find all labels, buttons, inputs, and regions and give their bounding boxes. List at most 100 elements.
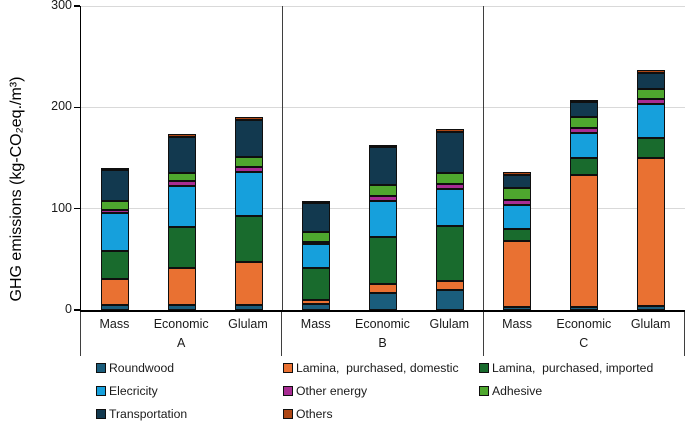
- legend-label: Elecricity: [109, 384, 158, 398]
- bar-segment-elecricity: [100, 212, 129, 252]
- legend-swatch: [283, 386, 293, 396]
- bar-segment-lamina-purchased-imported: [570, 158, 599, 176]
- bar-segment-other-energy: [637, 99, 666, 105]
- bar-B-Glulam: [436, 128, 465, 310]
- bar-segment-others: [100, 168, 129, 171]
- legend-item: Lamina, purchased, domestic: [283, 361, 479, 375]
- bar-segment-lamina-purchased-domestic: [167, 268, 196, 305]
- category-label: Economic: [355, 317, 410, 331]
- legend-item: Transportation: [96, 407, 283, 421]
- group-separator: [483, 6, 485, 310]
- category-label-row: Mass Economic Glulam: [81, 312, 281, 331]
- bar-segment-others: [570, 100, 599, 103]
- bar-segment-lamina-purchased-domestic: [637, 158, 666, 306]
- legend-label: Adhesive: [492, 384, 543, 398]
- legend-swatch: [96, 363, 106, 373]
- bar-C-Economic: [570, 100, 599, 310]
- bar-segment-others: [436, 128, 465, 132]
- category-label: Glulam: [228, 317, 268, 331]
- bar-segment-adhesive: [503, 188, 532, 200]
- bar-segment-lamina-purchased-domestic: [503, 241, 532, 307]
- bar-segment-adhesive: [570, 116, 599, 128]
- legend-label: Roundwood: [109, 361, 175, 375]
- bar-segment-roundwood: [167, 304, 196, 310]
- bar-segment-other-energy: [570, 127, 599, 133]
- category-label: Economic: [556, 317, 612, 331]
- legend-swatch: [96, 386, 106, 396]
- y-tick-label: 100: [51, 200, 72, 215]
- bar-segment-transportation: [637, 72, 666, 90]
- y-tick-label: 300: [51, 0, 72, 12]
- bar-segment-elecricity: [167, 186, 196, 227]
- bar-segment-adhesive: [234, 157, 263, 168]
- bar-C-Glulam: [637, 69, 666, 310]
- legend-item: Adhesive: [479, 384, 681, 398]
- category-label-row: Mass Economic Glulam: [484, 312, 684, 331]
- bar-segment-adhesive: [100, 200, 129, 210]
- bar-segment-lamina-purchased-imported: [234, 215, 263, 263]
- bar-segment-other-energy: [100, 209, 129, 213]
- legend-label: Lamina, purchased, domestic: [296, 361, 459, 375]
- legend-label: Other energy: [296, 384, 368, 398]
- bar-segment-lamina-purchased-imported: [637, 137, 666, 159]
- bar-A-Glulam: [234, 116, 263, 310]
- x-axis-group-B: Mass Economic Glulam B: [282, 312, 484, 356]
- bar-segment-other-energy: [301, 242, 330, 245]
- bar-segment-elecricity: [369, 200, 397, 238]
- category-label: Mass: [99, 317, 130, 331]
- bar-segment-adhesive: [167, 173, 196, 182]
- group-separator: [281, 6, 283, 310]
- y-tick-mark: [74, 106, 80, 109]
- legend-swatch: [96, 409, 106, 419]
- group-label: C: [579, 336, 589, 350]
- y-axis-title: GHG emissions (kg-CO₂eq./m³): [8, 76, 25, 302]
- bar-segment-transportation: [369, 146, 397, 186]
- bar-segment-transportation: [570, 102, 599, 117]
- bar-segment-roundwood: [436, 289, 465, 310]
- bar-B-Economic: [369, 144, 397, 310]
- legend-label: Lamina, purchased, imported: [492, 361, 654, 375]
- legend-item: Other energy: [283, 384, 479, 398]
- bar-segment-adhesive: [301, 232, 330, 243]
- bar-segment-others: [167, 133, 196, 137]
- bar-segment-roundwood: [234, 304, 263, 310]
- category-label-row: Mass Economic Glulam: [282, 312, 482, 331]
- bar-segment-adhesive: [637, 89, 666, 100]
- bar-segment-transportation: [234, 119, 263, 158]
- bar-segment-transportation: [167, 136, 196, 174]
- bar-segment-lamina-purchased-imported: [100, 251, 129, 279]
- gridline: [81, 106, 685, 108]
- plot-area: [80, 5, 685, 312]
- bar-segment-elecricity: [436, 189, 465, 226]
- bar-segment-elecricity: [234, 172, 263, 216]
- x-axis-group-A: Mass Economic Glulam A: [81, 312, 283, 356]
- bar-segment-other-energy: [234, 167, 263, 173]
- category-label: Glulam: [429, 317, 470, 331]
- bar-segment-elecricity: [503, 204, 532, 229]
- bar-segment-transportation: [301, 202, 330, 233]
- bar-segment-others: [503, 172, 532, 176]
- legend-item: Lamina, purchased, imported: [479, 361, 681, 375]
- legend-label: Others: [296, 407, 333, 421]
- bar-segment-adhesive: [369, 185, 397, 196]
- gridline: [81, 5, 685, 7]
- category-label: Mass: [300, 317, 331, 331]
- legend-item: Roundwood: [96, 361, 283, 375]
- legend-item: Elecricity: [96, 384, 283, 398]
- y-tick-label: 200: [51, 99, 72, 114]
- bar-segment-others: [234, 116, 263, 120]
- bar-segment-roundwood: [503, 306, 532, 310]
- bar-A-Economic: [167, 133, 196, 310]
- y-tick-mark: [74, 309, 80, 311]
- bar-segment-elecricity: [637, 104, 666, 138]
- bar-segment-lamina-purchased-domestic: [369, 283, 397, 293]
- y-tick-mark: [74, 207, 80, 210]
- bar-segment-elecricity: [570, 132, 599, 159]
- legend-swatch: [479, 363, 489, 373]
- group-label: B: [378, 336, 387, 350]
- bar-segment-transportation: [436, 131, 465, 174]
- x-axis-group-C: Mass Economic Glulam C: [484, 312, 685, 356]
- bar-segment-roundwood: [369, 292, 397, 310]
- category-label: Glulam: [630, 317, 671, 331]
